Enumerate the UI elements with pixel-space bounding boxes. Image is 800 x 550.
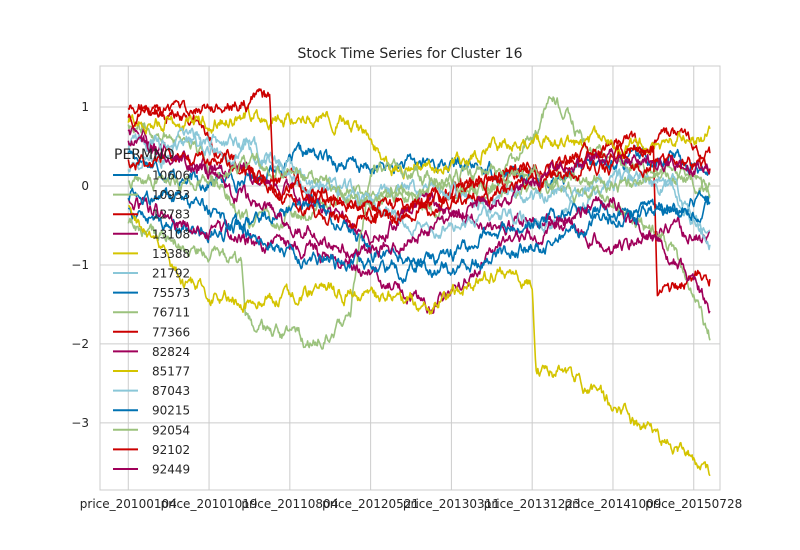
legend-label-12783: 12783 <box>152 208 190 222</box>
y-axis-ticks: 1 0 −1 −2 −3 <box>71 100 89 430</box>
x-tick-label: price_20110804 <box>241 497 338 511</box>
x-tick-label: price_20150728 <box>645 497 742 511</box>
x-tick-label: price_20131223 <box>484 497 581 511</box>
legend-label-13388: 13388 <box>152 247 190 261</box>
legend-label-92102: 92102 <box>152 443 190 457</box>
legend-title: PERMNO <box>114 147 175 163</box>
series-line-13388 <box>127 105 711 180</box>
legend-label-77366: 77366 <box>152 325 190 339</box>
x-tick-label: price_20100104 <box>80 497 177 511</box>
y-tick-label: 1 <box>81 100 89 114</box>
legend-label-13108: 13108 <box>152 227 190 241</box>
series-line-92102 <box>127 88 711 213</box>
legend-label-87043: 87043 <box>152 384 190 398</box>
legend-label-76711: 76711 <box>152 306 190 320</box>
plot-area <box>99 65 721 491</box>
series-lines <box>127 88 711 477</box>
series-line-10606 <box>127 141 711 194</box>
legend-label-10606: 10606 <box>152 169 190 183</box>
legend-label-10933: 10933 <box>152 188 190 202</box>
series-line-92449 <box>127 135 711 259</box>
series-line-90215 <box>127 187 711 284</box>
legend-label-21792: 21792 <box>152 267 190 281</box>
legend-items: 10606 10933 12783 13108 13388 21792 75573 76711… <box>113 169 190 477</box>
series-line-76711 <box>127 158 711 350</box>
y-tick-label: 0 <box>81 179 89 193</box>
x-tick-label: price_20141009 <box>564 497 661 511</box>
x-axis-ticks: price_20100104price_20101019price_201108… <box>80 497 742 511</box>
y-tick-label: −3 <box>71 416 89 430</box>
grid-lines <box>100 66 720 490</box>
legend-label-92449: 92449 <box>152 463 190 477</box>
legend: PERMNO 10606 10933 12783 13108 13388 21792 755… <box>113 147 190 477</box>
legend-label-85177: 85177 <box>152 365 190 379</box>
series-line-85177 <box>128 204 711 477</box>
chart-title: Stock Time Series for Cluster 16 <box>297 46 522 62</box>
x-tick-label: price_20101019 <box>161 497 258 511</box>
series-line-92054 <box>127 152 711 211</box>
series-line-13108 <box>127 125 710 256</box>
x-tick-label: price_20130311 <box>403 497 500 511</box>
y-tick-label: −1 <box>71 258 89 272</box>
legend-label-82824: 82824 <box>152 345 190 359</box>
legend-label-75573: 75573 <box>152 286 190 300</box>
x-tick-label: price_20120521 <box>322 497 419 511</box>
y-tick-label: −2 <box>71 337 89 351</box>
legend-label-90215: 90215 <box>152 404 190 418</box>
legend-label-92054: 92054 <box>152 423 190 437</box>
